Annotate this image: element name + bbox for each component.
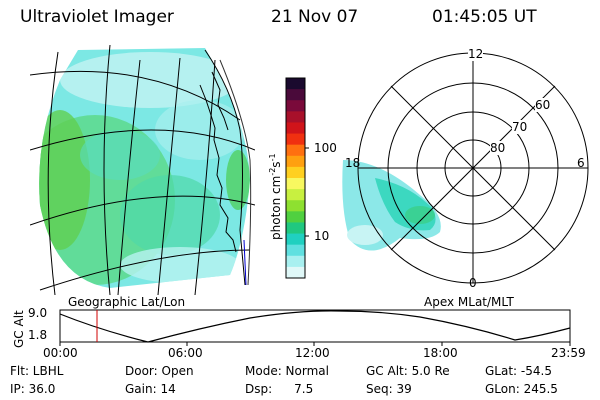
date-label: 21 Nov 07 [271, 7, 359, 27]
gc-alt-info: GC Alt: 5.0 Re [366, 364, 450, 378]
altitude-plot [59, 309, 571, 346]
polar-plot [342, 52, 589, 284]
instrument-title: Ultraviolet Imager [20, 7, 174, 27]
mlt-label-12: 12 [468, 47, 484, 61]
colorbar-segment [286, 133, 305, 146]
time-tick-1200: 12:00 [295, 346, 330, 360]
colorbar-segment [286, 244, 305, 257]
glon-info: GLon: 245.5 [485, 382, 558, 396]
colorbar-segment [286, 78, 305, 90]
time-tick-0600: 06:00 [168, 346, 203, 360]
filter-info: Flt: LBHL [10, 364, 64, 378]
geographic-image [30, 45, 255, 295]
gain-info: Gain: 14 [125, 382, 176, 396]
colorbar-segment [286, 178, 305, 190]
colorbar [285, 77, 309, 279]
ip-info: IP: 36.0 [10, 382, 56, 396]
apex-label: Apex MLat/MLT [424, 295, 514, 309]
mode-info: Mode: Normal [245, 364, 329, 378]
colorbar-segment [286, 233, 305, 246]
colorbar-tick-10: 10 [314, 229, 330, 243]
mlt-label-18: 18 [345, 156, 361, 170]
lat-label-80: 80 [490, 141, 506, 155]
colorbar-unit: photon cm-2s-1 [268, 153, 283, 240]
colorbar-segment [286, 222, 305, 235]
mlt-label-6: 6 [577, 156, 585, 170]
lat-label-70: 70 [512, 120, 528, 134]
colorbar-segment [286, 166, 305, 179]
time-label: 01:45:05 UT [432, 7, 537, 27]
colorbar-tick-100: 100 [314, 141, 337, 155]
seq-info: Seq: 39 [366, 382, 412, 396]
colorbar-segment [286, 155, 305, 168]
colorbar-segment [286, 122, 305, 135]
mlt-label-0: 0 [469, 276, 477, 290]
geographic-label: Geographic Lat/Lon [68, 295, 186, 309]
time-tick-0000: 00:00 [43, 346, 78, 360]
colorbar-segment [286, 200, 305, 212]
polar-auroral-image [342, 160, 441, 251]
time-tick-1800: 18:00 [423, 346, 458, 360]
altitude-tick-max: 9.0 [28, 306, 48, 320]
door-info: Door: Open [125, 364, 194, 378]
colorbar-segment [286, 266, 305, 279]
glat-info: GLat: -54.5 [485, 364, 552, 378]
colorbar-segment [286, 89, 305, 101]
dsp-info: Dsp: 7.5 [245, 382, 314, 396]
colorbar-segment [286, 111, 305, 123]
colorbar-segment [286, 211, 305, 223]
time-tick-2359: 23:59 [551, 346, 586, 360]
colorbar-segment [286, 144, 305, 157]
altitude-tick-min: 1.8 [28, 328, 48, 342]
colorbar-segment [286, 189, 305, 201]
colorbar-segment [286, 100, 305, 112]
altitude-axis-title: GC Alt [12, 310, 26, 348]
lat-label-60: 60 [535, 98, 551, 112]
colorbar-segment [286, 255, 305, 268]
colorbar-frame [285, 77, 306, 279]
